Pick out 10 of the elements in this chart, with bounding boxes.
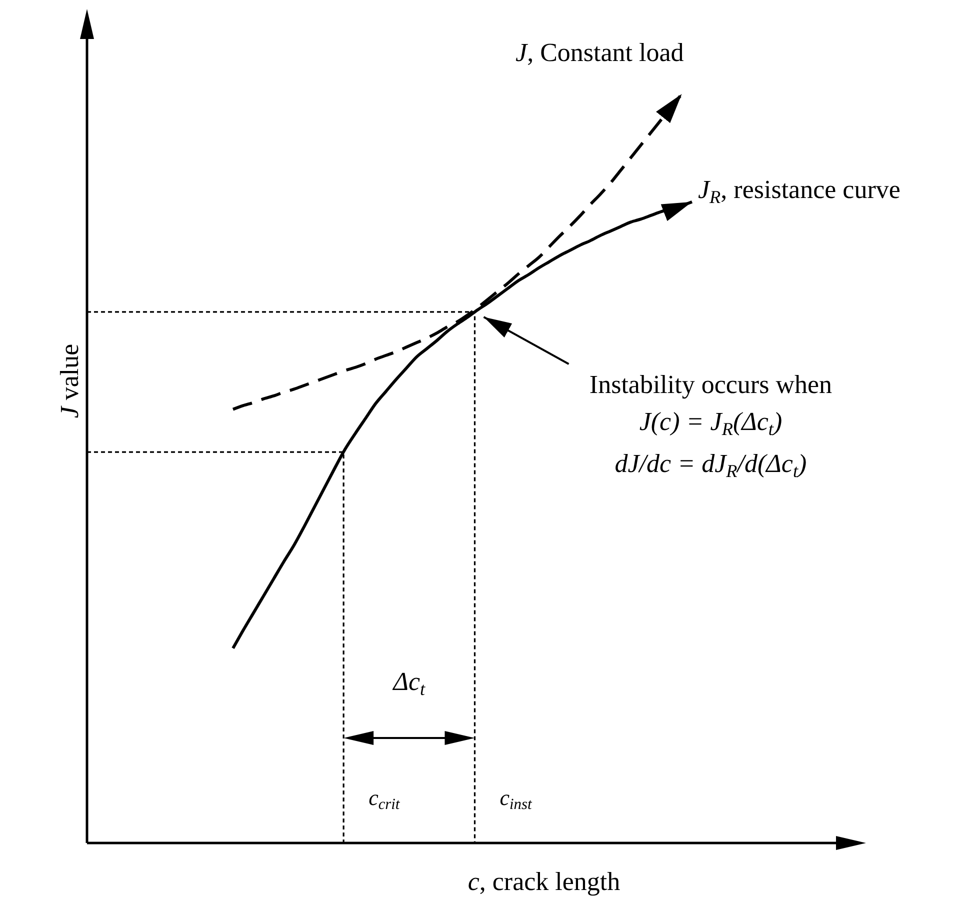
series-label: J, Constant load bbox=[516, 38, 684, 67]
y-axis-title: J value bbox=[55, 344, 84, 418]
annotation: dJ/dc = dJ$_{R}$/d(Δc$_{t}$) bbox=[614, 448, 807, 480]
annotation: Δc$_{t}$ bbox=[392, 667, 426, 698]
annotation: J(c) = J$_{R}$(Δc$_{t}$) bbox=[639, 406, 782, 438]
x-axis-title: c, crack length bbox=[468, 867, 620, 896]
annotation: Instability occurs when bbox=[589, 370, 832, 399]
ref-line-label: c$_{inst}$ bbox=[500, 785, 532, 813]
ref-line-label: c$_{crit}$ bbox=[368, 785, 400, 813]
series-label: J$_{R}$, resistance curve bbox=[698, 174, 900, 206]
